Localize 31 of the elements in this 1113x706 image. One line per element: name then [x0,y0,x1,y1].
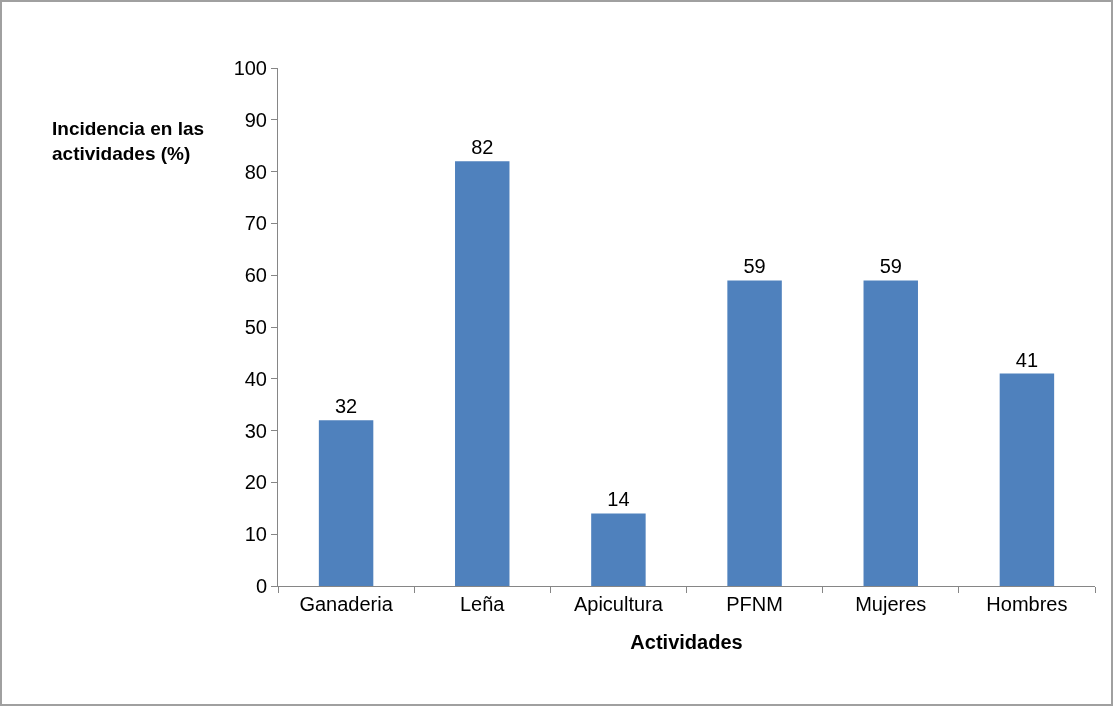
y-tick-label: 20 [244,471,267,494]
data-label: 59 [743,255,766,278]
x-tick-label: PFNM [726,593,783,615]
y-tick-label: 0 [255,575,267,597]
y-tick-label: 50 [244,316,267,338]
x-tick-label: Mujeres [855,593,927,615]
bar [999,373,1055,586]
y-tick-label: 80 [244,160,267,183]
x-tick-label: Hombres [986,593,1068,615]
y-tick-label: 30 [244,419,267,442]
data-label: 41 [1015,348,1039,371]
bar [455,161,510,586]
bar [318,420,374,586]
data-label: 82 [471,136,494,159]
y-tick-label: 70 [244,212,267,235]
data-label: 59 [879,255,902,278]
bar [591,513,646,586]
x-tick-label: Ganaderia [299,593,394,615]
y-tick-label: 60 [244,264,267,287]
y-axis-title: Incidencia en las actividades (%) [52,118,205,164]
x-axis-title: Actividades [630,630,743,653]
bar [727,280,782,586]
data-label: 14 [607,488,630,511]
y-tick-label: 40 [244,367,267,390]
x-tick-label: Leña [460,593,506,615]
x-tick-label: Apicultura [573,593,664,615]
y-tick-label: 100 [233,57,267,79]
y-tick-label: 10 [244,523,267,546]
data-label: 32 [334,395,358,418]
y-tick-label: 90 [244,108,267,131]
bar [863,280,918,586]
